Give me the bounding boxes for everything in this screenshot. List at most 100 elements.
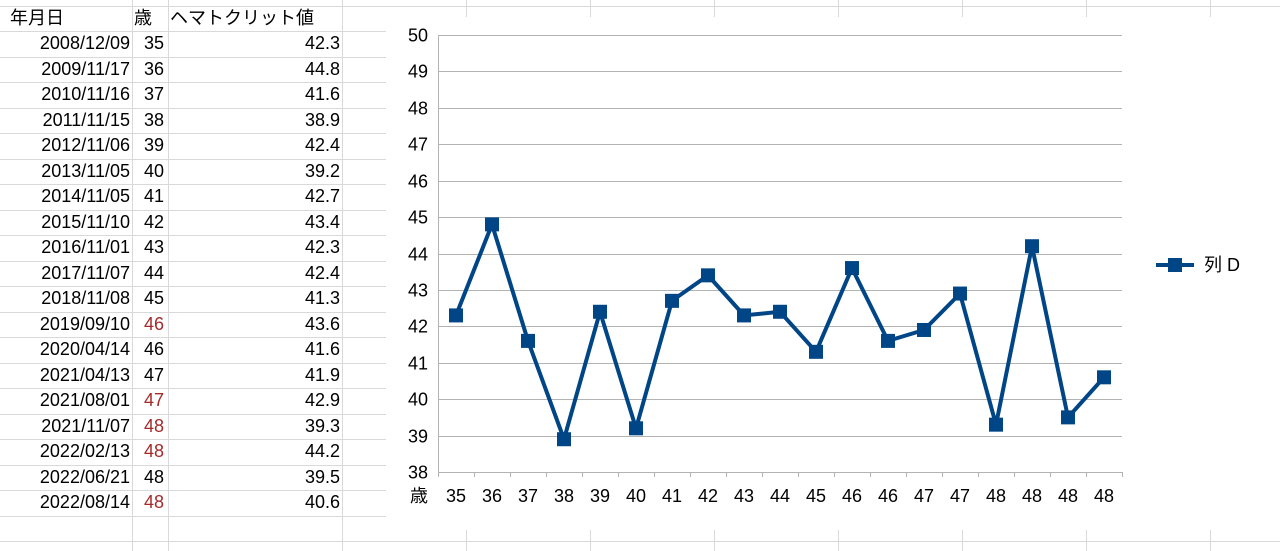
age-cell[interactable]: 40	[144, 161, 165, 181]
header-date[interactable]: 年月日	[10, 8, 64, 28]
date-cell[interactable]: 2022/06/21	[39, 467, 130, 487]
date-cell[interactable]: 2021/04/13	[39, 365, 130, 385]
age-cell[interactable]: 48	[144, 441, 165, 461]
header-hematocrit[interactable]: ヘマトクリット値	[170, 8, 314, 28]
data-point-marker[interactable]	[953, 286, 967, 301]
data-point-marker[interactable]	[557, 432, 571, 447]
date-cell[interactable]: 2017/11/07	[41, 263, 130, 283]
hematocrit-cell[interactable]: 42.3	[304, 237, 340, 257]
x-tick-label: 45	[806, 486, 826, 506]
data-point-marker[interactable]	[593, 304, 607, 319]
date-cell[interactable]: 2015/11/10	[41, 212, 130, 232]
hematocrit-cell[interactable]: 43.4	[304, 212, 340, 232]
age-cell[interactable]: 46	[144, 339, 165, 359]
age-cell[interactable]: 43	[144, 237, 165, 257]
age-cell[interactable]: 45	[144, 288, 165, 308]
age-cell[interactable]: 35	[144, 33, 165, 53]
x-tick-label: 36	[482, 486, 502, 506]
x-tick-label: 35	[446, 486, 466, 506]
date-cell[interactable]: 2019/09/10	[39, 314, 130, 334]
line-chart[interactable]: 38 39 40 41 42 43 44 45 46 47 48 49 50 35 36 37 38 39 40 41…	[386, 17, 1280, 530]
age-cell[interactable]: 36	[144, 59, 165, 79]
y-tick-label: 47	[408, 135, 428, 155]
date-cell[interactable]: 2013/11/05	[41, 161, 130, 181]
data-point-marker[interactable]	[629, 421, 643, 436]
date-cell[interactable]: 2009/11/17	[41, 59, 130, 79]
hematocrit-cell[interactable]: 44.2	[304, 441, 340, 461]
x-tick-label: 38	[554, 486, 574, 506]
series-line[interactable]	[454, 222, 1106, 442]
age-cell[interactable]: 48	[144, 492, 165, 512]
hematocrit-cell[interactable]: 42.4	[304, 135, 340, 155]
x-tick-label: 48	[1022, 486, 1042, 506]
y-tick-label: 49	[408, 62, 428, 82]
date-cell[interactable]: 2018/11/08	[41, 288, 130, 308]
date-cell[interactable]: 2020/04/14	[39, 339, 130, 359]
data-point-marker[interactable]	[1097, 370, 1111, 385]
header-age[interactable]: 歳	[134, 8, 152, 28]
age-cell[interactable]: 39	[144, 135, 165, 155]
data-point-marker[interactable]	[845, 261, 859, 276]
age-cell[interactable]: 44	[144, 263, 165, 283]
hematocrit-cell[interactable]: 43.6	[304, 314, 340, 334]
date-cell[interactable]: 2008/12/09	[39, 33, 130, 53]
age-cell[interactable]: 47	[144, 365, 165, 385]
hematocrit-cell[interactable]: 38.9	[304, 110, 340, 130]
data-point-marker[interactable]	[1061, 410, 1075, 425]
x-tick-label: 48	[1058, 486, 1078, 506]
data-point-marker[interactable]	[449, 308, 463, 323]
age-cell[interactable]: 42	[144, 212, 165, 232]
age-cell[interactable]: 48	[144, 467, 165, 487]
date-cell[interactable]: 2014/11/05	[41, 186, 130, 206]
y-tick-label: 48	[408, 99, 428, 119]
data-point-marker[interactable]	[485, 217, 499, 232]
date-cell[interactable]: 2022/08/14	[39, 492, 130, 512]
data-point-marker[interactable]	[989, 417, 1003, 432]
x-tick-label: 46	[842, 486, 862, 506]
data-point-marker[interactable]	[701, 268, 715, 283]
x-tick-label: 48	[1094, 486, 1114, 506]
hematocrit-cell[interactable]: 42.4	[304, 263, 340, 283]
date-cell[interactable]: 2022/02/13	[39, 441, 130, 461]
y-tick-label: 38	[408, 463, 428, 483]
hematocrit-cell[interactable]: 42.3	[304, 33, 340, 53]
data-point-marker[interactable]	[773, 304, 787, 319]
data-point-marker[interactable]	[881, 333, 895, 348]
data-point-marker[interactable]	[665, 293, 679, 308]
data-point-marker[interactable]	[917, 322, 931, 337]
hematocrit-cell[interactable]: 40.6	[304, 492, 340, 512]
data-point-marker[interactable]	[737, 308, 751, 323]
date-cell[interactable]: 2012/11/06	[41, 135, 130, 155]
hematocrit-cell[interactable]: 39.3	[304, 416, 340, 436]
legend[interactable]: 列 D	[1156, 255, 1240, 275]
hematocrit-cell[interactable]: 42.9	[304, 390, 340, 410]
age-cell[interactable]: 41	[144, 186, 165, 206]
age-cell[interactable]: 48	[144, 416, 165, 436]
hematocrit-cell[interactable]: 44.8	[304, 59, 340, 79]
hematocrit-cell[interactable]: 41.6	[304, 84, 340, 104]
x-tick-label: 40	[626, 486, 646, 506]
chart-area[interactable]: 38 39 40 41 42 43 44 45 46 47 48 49 50 35 36 37 38 39 40 41…	[386, 17, 1280, 530]
x-tick-label: 47	[950, 486, 970, 506]
x-tick-label: 48	[986, 486, 1006, 506]
date-cell[interactable]: 2021/08/01	[39, 390, 130, 410]
date-cell[interactable]: 2016/11/01	[41, 237, 130, 257]
hematocrit-cell[interactable]: 41.9	[304, 365, 340, 385]
hematocrit-cell[interactable]: 39.2	[304, 161, 340, 181]
hematocrit-cell[interactable]: 39.5	[304, 467, 340, 487]
x-tick-label: 39	[590, 486, 610, 506]
data-point-marker[interactable]	[1025, 239, 1039, 254]
age-cell[interactable]: 38	[144, 110, 165, 130]
y-tick-label: 41	[408, 354, 428, 374]
date-cell[interactable]: 2011/11/15	[42, 110, 130, 130]
data-point-marker[interactable]	[521, 333, 535, 348]
hematocrit-cell[interactable]: 42.7	[304, 186, 340, 206]
age-cell[interactable]: 47	[144, 390, 165, 410]
date-cell[interactable]: 2021/11/07	[41, 416, 130, 436]
date-cell[interactable]: 2010/11/16	[41, 84, 130, 104]
hematocrit-cell[interactable]: 41.3	[304, 288, 340, 308]
hematocrit-cell[interactable]: 41.6	[304, 339, 340, 359]
age-cell[interactable]: 46	[144, 314, 165, 334]
age-cell[interactable]: 37	[144, 84, 165, 104]
data-point-marker[interactable]	[809, 344, 823, 359]
